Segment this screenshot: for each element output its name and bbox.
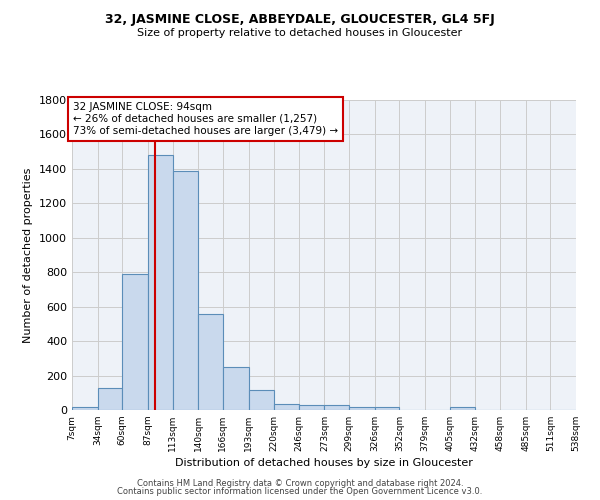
Bar (122, 274, 148, 410)
Bar (299, 405, 325, 410)
Bar (325, 405, 349, 410)
Bar (223, 367, 248, 410)
Bar (274, 404, 299, 410)
Bar (349, 407, 375, 410)
Bar (98, 388, 122, 410)
Text: Contains public sector information licensed under the Open Government Licence v3: Contains public sector information licen… (118, 487, 482, 496)
Bar (248, 390, 274, 410)
Text: 32, JASMINE CLOSE, ABBEYDALE, GLOUCESTER, GL4 5FJ: 32, JASMINE CLOSE, ABBEYDALE, GLOUCESTER… (105, 12, 495, 26)
Text: Contains HM Land Registry data © Crown copyright and database right 2024.: Contains HM Land Registry data © Crown c… (137, 478, 463, 488)
Bar (198, 314, 223, 410)
Bar (173, 170, 198, 410)
Bar (450, 406, 475, 410)
Y-axis label: Number of detached properties: Number of detached properties (23, 168, 34, 342)
Bar (148, 155, 173, 410)
X-axis label: Distribution of detached houses by size in Gloucester: Distribution of detached houses by size … (175, 458, 473, 468)
Bar (72, 408, 98, 410)
Bar (375, 407, 400, 410)
Text: Size of property relative to detached houses in Gloucester: Size of property relative to detached ho… (137, 28, 463, 38)
Text: 32 JASMINE CLOSE: 94sqm
← 26% of detached houses are smaller (1,257)
73% of semi: 32 JASMINE CLOSE: 94sqm ← 26% of detache… (73, 102, 338, 136)
